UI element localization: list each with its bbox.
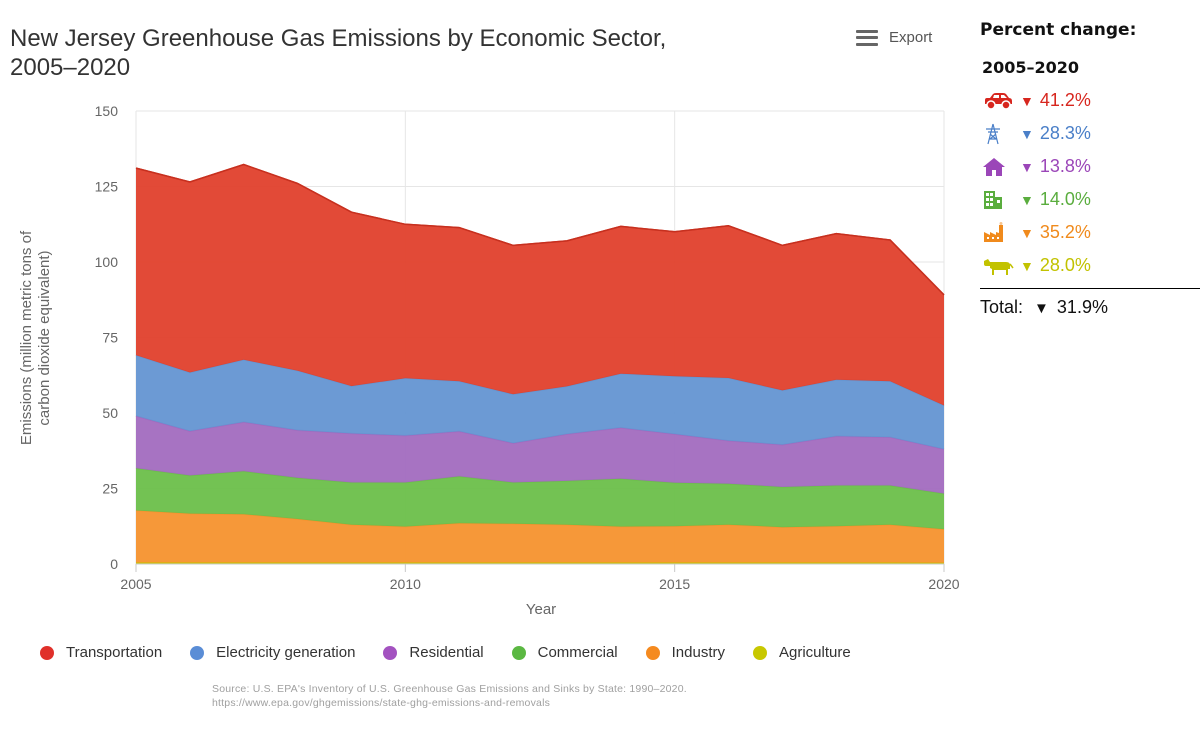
legend-label: Electricity generation <box>216 644 356 661</box>
legend-item-commercial[interactable]: Commercial <box>511 644 618 661</box>
legend-item-transportation[interactable]: Transportation <box>40 644 162 661</box>
y-tick-label: 50 <box>102 405 118 421</box>
legend-dot-icon <box>511 645 526 660</box>
area-commercial[interactable] <box>136 468 944 530</box>
percent-change-row: ▼ 14.0% <box>980 183 1200 216</box>
source-note: Source: U.S. EPA's Inventory of U.S. Gre… <box>212 682 687 710</box>
percent-change-heading: Percent change: <box>980 20 1137 40</box>
legend-item-industry[interactable]: Industry <box>645 644 725 661</box>
y-axis-label-line1: Emissions (million metric tons of <box>18 230 35 445</box>
legend-label: Industry <box>671 644 725 661</box>
legend-dot-icon <box>190 645 205 660</box>
percent-value: 35.2% <box>1039 222 1091 242</box>
cow-icon <box>982 254 1018 278</box>
down-arrow-icon: ▼ <box>1020 191 1034 208</box>
legend-label: Transportation <box>66 644 163 661</box>
y-tick-label: 100 <box>95 254 119 270</box>
chart-title-line2: 2005–2020 <box>10 54 131 81</box>
x-tick-label: 2005 <box>120 576 151 592</box>
legend-label: Commercial <box>537 644 618 661</box>
stacked-areas <box>135 163 945 565</box>
legend-label: Residential <box>409 644 484 661</box>
car-icon <box>982 89 1018 113</box>
menu-icon <box>856 29 878 46</box>
legend-label: Agriculture <box>779 644 851 661</box>
down-arrow-icon: ▼ <box>1020 224 1034 241</box>
percent-value: 13.8% <box>1039 156 1091 176</box>
legend-item-residential[interactable]: Residential <box>383 644 484 661</box>
factory-icon <box>982 221 1018 245</box>
legend-item-electricity-generation[interactable]: Electricity generation <box>190 644 355 661</box>
percent-change-period: 2005–2020 <box>982 58 1080 77</box>
percent-change-row: ▼ 35.2% <box>980 216 1200 249</box>
export-label: Export <box>889 29 933 46</box>
legend-dot-icon <box>383 645 398 660</box>
source-url[interactable]: https://www.epa.gov/ghgemissions/state-g… <box>212 697 551 709</box>
area-transportation[interactable] <box>136 164 944 406</box>
legend-item-agriculture[interactable]: Agriculture <box>753 644 851 661</box>
percent-change-row: ▼ 13.8% <box>980 150 1200 183</box>
house-icon <box>982 155 1018 179</box>
area-electricity-generation[interactable] <box>136 355 944 450</box>
y-axis-ticks: 0 25 50 75 100 125 150 <box>95 103 119 572</box>
source-line1: Source: U.S. EPA's Inventory of U.S. Gre… <box>212 683 687 695</box>
total-change: Total: ▼ 31.9% <box>980 297 1200 318</box>
y-tick-label: 0 <box>110 556 118 572</box>
area-residential[interactable] <box>136 416 944 494</box>
y-tick-label: 25 <box>102 481 118 497</box>
building-icon <box>982 188 1018 212</box>
x-axis-ticks: 2005 2010 2015 2020 <box>120 564 960 592</box>
x-tick-label: 2010 <box>390 576 421 592</box>
x-tick-label: 2020 <box>928 576 959 592</box>
y-axis-label-line2: carbon dioxide equivalent) <box>36 250 53 425</box>
down-arrow-icon: ▼ <box>1020 125 1034 142</box>
down-arrow-icon: ▼ <box>1020 257 1034 274</box>
percent-change-row: ▼ 28.3% <box>980 117 1200 150</box>
percent-value: 28.3% <box>1039 123 1091 143</box>
x-axis-label: Year <box>526 601 556 618</box>
total-outline <box>135 163 945 296</box>
percent-value: 28.0% <box>1039 255 1091 275</box>
percent-change-row: ▼ 28.0% <box>980 249 1200 282</box>
down-arrow-icon: ▼ <box>1020 158 1034 175</box>
power-tower-icon <box>982 122 1018 146</box>
legend-dot-icon <box>40 645 54 660</box>
percent-change-rows: ▼ 41.2% ▼ 28.3% ▼ 13.8% ▼ 14.0% ▼ 35.2% ▼ 28.0% <box>980 84 1200 282</box>
x-tick-label: 2015 <box>659 576 690 592</box>
y-tick-label: 150 <box>95 103 119 119</box>
percent-value: 41.2% <box>1039 90 1091 110</box>
export-button[interactable]: Export <box>856 29 932 46</box>
divider <box>980 288 1200 289</box>
chart-title-line1: New Jersey Greenhouse Gas Emissions by E… <box>10 25 667 52</box>
chart-title: New Jersey Greenhouse Gas Emissions by E… <box>10 24 770 82</box>
total-arrow-icon: ▼ <box>1034 300 1049 317</box>
emissions-area-chart: 0 25 50 75 100 125 150 2005 2010 2015 2020 Emissi… <box>18 103 960 618</box>
percent-change-panel: Percent change: 2005–2020 ▼ 41.2% ▼ 28.3% ▼ 1… <box>980 20 1200 318</box>
legend-dot-icon <box>753 645 767 660</box>
line-electricity-generation <box>135 354 945 407</box>
total-label: Total: <box>980 297 1024 317</box>
legend-dot-icon <box>645 645 660 660</box>
y-tick-label: 125 <box>95 179 119 195</box>
percent-value: 14.0% <box>1039 189 1091 209</box>
y-tick-label: 75 <box>102 330 118 346</box>
total-value: 31.9% <box>1056 297 1108 317</box>
percent-change-row: ▼ 41.2% <box>980 84 1200 117</box>
down-arrow-icon: ▼ <box>1020 92 1034 109</box>
chart-legend: Transportation Electricity generation Resi… <box>40 644 879 661</box>
